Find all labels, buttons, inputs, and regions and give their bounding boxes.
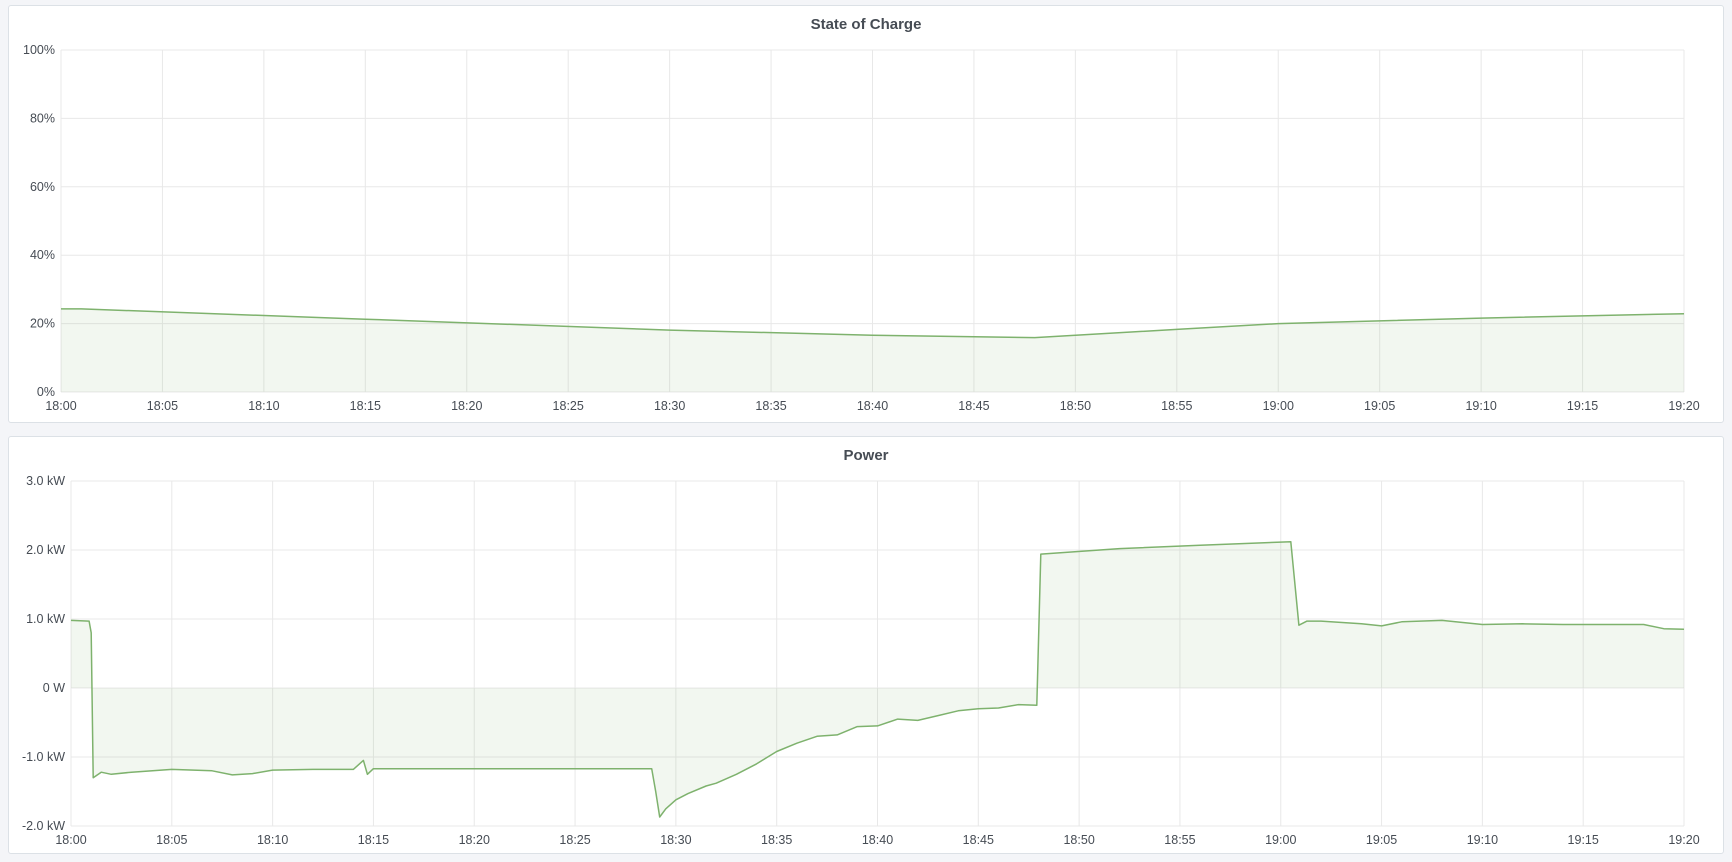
y-tick-label: 20% [30,317,55,331]
series-area [71,541,1684,817]
x-tick-label: 19:00 [1265,833,1296,847]
x-tick-label: 18:20 [459,833,490,847]
x-tick-label: 18:35 [755,399,786,413]
x-tick-label: 18:00 [45,399,76,413]
x-tick-label: 18:40 [857,399,888,413]
x-tick-label: 19:05 [1366,833,1397,847]
x-tick-label: 19:20 [1668,833,1699,847]
x-tick-label: 18:00 [55,833,86,847]
x-tick-label: 18:05 [156,833,187,847]
y-tick-label: 60% [30,180,55,194]
x-tick-label: 19:10 [1467,833,1498,847]
series-line [70,540,1685,818]
x-tick-label: 18:45 [963,833,994,847]
x-tick-label: 18:35 [761,833,792,847]
x-tick-label: 19:10 [1465,399,1496,413]
y-tick-label: 3.0 kW [26,474,65,488]
x-tick-label: 19:05 [1364,399,1395,413]
x-tick-label: 18:30 [654,399,685,413]
x-tick-label: 18:05 [147,399,178,413]
series-area [61,308,1684,392]
x-tick-label: 19:20 [1668,399,1699,413]
x-tick-label: 18:55 [1161,399,1192,413]
y-tick-label: 1.0 kW [26,612,65,626]
x-tick-label: 18:15 [358,833,389,847]
x-tick-label: 18:25 [553,399,584,413]
y-tick-label: -2.0 kW [22,819,65,833]
power-chart: -2.0 kW -1.0 kW 0 W 1.0 kW 2.0 kW 3.0 kW 18:00… [22,474,1700,847]
y-tick-label: -1.0 kW [22,750,65,764]
state-of-charge-panel: State of Charge 0% 20% 40% 60% 80% 100% 18:00 1… [8,5,1724,423]
x-tick-label: 18:30 [660,833,691,847]
panel-title: State of Charge [810,16,922,33]
x-tick-label: 18:55 [1164,833,1195,847]
panel-title: Power [843,447,889,464]
x-tick-label: 18:50 [1063,833,1094,847]
x-tick-label: 18:10 [248,399,279,413]
x-tick-label: 18:25 [559,833,590,847]
x-tick-label: 18:50 [1060,399,1091,413]
y-tick-label: 80% [30,111,55,125]
y-tick-label: 100% [23,43,55,57]
y-tick-label: 0 W [43,681,65,695]
x-tick-label: 19:00 [1263,399,1294,413]
state-of-charge-chart: 0% 20% 40% 60% 80% 100% 18:00 18:05 18:10 18:15 18… [23,43,1700,413]
x-tick-label: 18:40 [862,833,893,847]
y-tick-label: 40% [30,248,55,262]
x-tick-label: 18:45 [958,399,989,413]
x-tick-label: 19:15 [1568,833,1599,847]
y-tick-label: 0% [37,385,55,399]
x-tick-label: 18:20 [451,399,482,413]
x-tick-label: 19:15 [1567,399,1598,413]
power-panel: Power -2.0 kW -1.0 kW 0 W 1.0 kW 2.0 kW 3.0 k… [8,436,1724,854]
series-line [61,308,1685,339]
y-tick-label: 2.0 kW [26,543,65,557]
x-tick-label: 18:15 [350,399,381,413]
x-tick-label: 18:10 [257,833,288,847]
